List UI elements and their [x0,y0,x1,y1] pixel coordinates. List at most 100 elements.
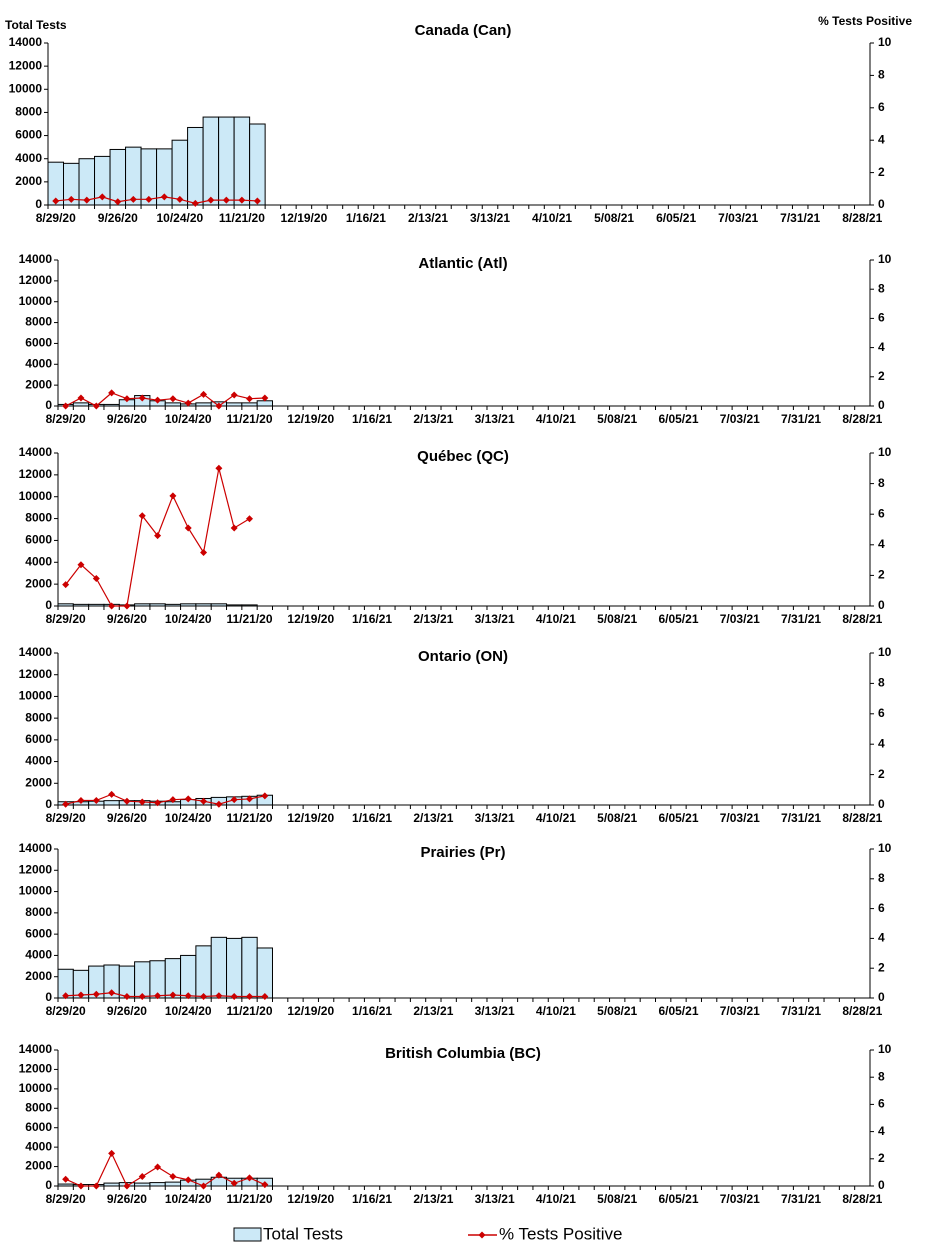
y-tick-label: 12000 [19,467,53,481]
point [77,394,85,402]
y2-tick-label: 6 [878,706,885,720]
x-tick-label: 4/10/21 [536,412,576,426]
point [246,795,254,803]
y2-tick-label: 4 [878,340,885,354]
point [191,199,199,207]
y-tick-label: 2000 [25,576,52,590]
y2-tick-label: 8 [878,1069,885,1083]
x-tick-label: 7/31/21 [781,1192,821,1206]
bar [109,148,127,206]
x-tick-label: 8/28/21 [842,1192,882,1206]
point [92,1182,100,1190]
point [261,993,269,1001]
x-tick-label: 9/26/20 [107,1192,147,1206]
y-tick-label: 2000 [25,1159,52,1173]
point [154,1163,162,1171]
point [215,402,223,410]
point [230,796,238,804]
y2-tick-label: 8 [878,281,885,295]
y-tick-label: 4000 [15,151,42,165]
point [246,395,254,403]
x-tick-label: 10/24/20 [165,1004,212,1018]
x-tick-label: 4/10/21 [536,612,576,626]
bar [256,947,273,999]
x-tick-label: 8/29/20 [46,1004,86,1018]
point [123,993,131,1001]
point [230,1179,238,1187]
x-tick-label: 8/28/21 [842,1004,882,1018]
bar [134,603,151,607]
y-tick-label: 8000 [25,1100,52,1114]
point [200,548,208,556]
y2-tick-label: 6 [878,311,885,325]
chart-title: Ontario (ON) [418,648,508,665]
x-tick-label: 3/13/21 [475,612,515,626]
y-tick-label: 10000 [19,1081,53,1095]
y-tick-label: 4000 [25,356,52,370]
x-tick-label: 5/08/21 [594,211,634,225]
y2-axis-title: % Tests Positive [818,14,912,28]
x-tick-label: 11/21/20 [226,1004,272,1018]
x-tick-label: 11/21/20 [226,1192,272,1206]
bar [241,402,258,407]
x-tick-label: 11/21/20 [226,412,272,426]
x-tick-label: 6/05/21 [656,211,696,225]
point [129,195,137,203]
y-tick-label: 6000 [15,128,42,142]
y2-tick-label: 4 [878,1124,885,1138]
bar [226,937,243,999]
y2-tick-label: 6 [878,1097,885,1111]
point [169,395,177,403]
x-tick-label: 8/28/21 [842,811,882,825]
x-tick-label: 8/28/21 [842,412,882,426]
bar [256,400,273,407]
y-tick-label: 10000 [19,294,53,308]
x-tick-label: 12/19/20 [287,412,334,426]
y-tick-label: 6000 [25,1120,52,1134]
y2-tick-label: 4 [878,132,885,146]
y2-tick-label: 10 [878,252,892,266]
y-tick-label: 0 [45,797,52,811]
point [215,1171,223,1179]
point [154,799,162,807]
x-tick-label: 7/03/21 [720,612,760,626]
y2-tick-label: 10 [878,1042,892,1056]
bar [180,603,197,607]
bar [187,126,204,206]
chart-title: Québec (QC) [417,448,509,465]
point [246,1174,254,1182]
point [123,1182,131,1190]
y-tick-label: 14000 [19,252,53,266]
point [108,989,116,997]
point [207,196,215,204]
x-tick-label: 12/19/20 [287,811,334,825]
y2-tick-label: 2 [878,568,885,582]
legend-swatch [478,1231,486,1239]
x-tick-label: 12/19/20 [281,211,328,225]
y2-tick-label: 0 [878,990,885,1004]
y2-tick-label: 10 [878,445,892,459]
bar [149,1182,166,1187]
x-tick-label: 7/31/21 [780,211,820,225]
point [123,395,131,403]
y-tick-label: 10000 [9,81,43,95]
point [62,800,70,808]
bar [210,936,228,999]
point [92,990,100,998]
point [52,197,60,205]
x-tick-label: 8/29/20 [46,1192,86,1206]
y-tick-label: 14000 [19,445,53,459]
legend-label: % Tests Positive [499,1224,622,1243]
point [261,1181,269,1189]
y2-tick-label: 8 [878,476,885,490]
point [123,797,131,805]
x-tick-label: 11/21/20 [226,612,272,626]
point [154,992,162,1000]
point [246,515,254,523]
legend-swatch [233,1227,262,1242]
x-tick-label: 7/31/21 [781,612,821,626]
x-tick-label: 3/13/21 [475,1192,515,1206]
point [253,197,261,205]
bar [103,1182,120,1187]
